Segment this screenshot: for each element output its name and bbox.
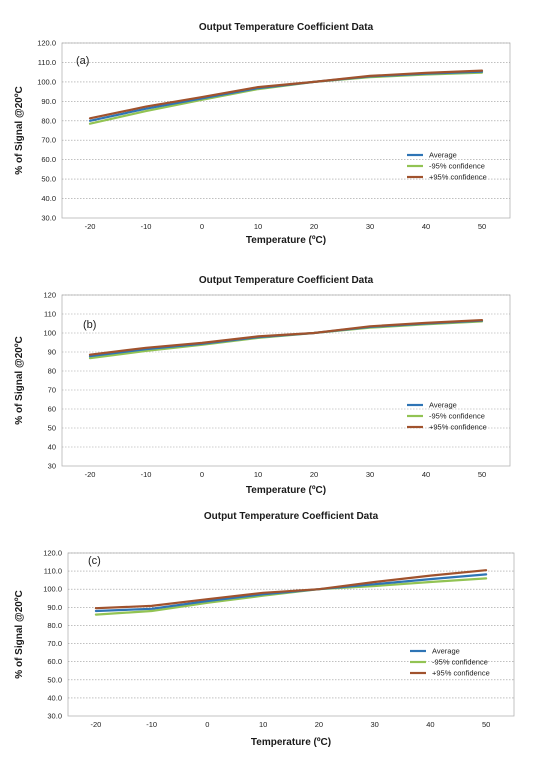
x-tick-label: 20 <box>310 470 318 479</box>
x-tick-label: 0 <box>200 470 204 479</box>
y-tick-label: 110.0 <box>38 58 56 67</box>
legend-label: +95% confidence <box>429 173 487 182</box>
temperature-chart-c: Output Temperature Coefficient Data 30.0 4… <box>14 511 515 748</box>
y-tick-label: 90 <box>48 348 56 357</box>
chart-title: Output Temperature Coefficient Data <box>199 275 374 286</box>
y-tick-label: 30.0 <box>47 712 62 721</box>
x-tick-label: 30 <box>370 720 378 729</box>
legend-label: -95% confidence <box>429 412 485 421</box>
y-tick-label: 70.0 <box>47 639 62 648</box>
x-tick-label: 50 <box>482 720 490 729</box>
y-tick-label: 50.0 <box>41 175 56 184</box>
temperature-chart-b: Output Temperature Coefficient Data 30 40 5… <box>14 275 511 496</box>
x-tick-label: 0 <box>200 222 204 231</box>
y-tick-label: 70 <box>48 386 56 395</box>
x-axis-label: Temperature (ºC) <box>251 737 331 748</box>
y-tick-label: 110 <box>44 310 56 319</box>
legend-label: -95% confidence <box>429 162 485 171</box>
legend-label: -95% confidence <box>432 658 488 667</box>
y-tick-label: 40 <box>48 443 56 452</box>
series-line-plus-95 <box>94 569 488 610</box>
y-tick-label: 40.0 <box>47 693 62 702</box>
y-tick-label: 100.0 <box>37 77 56 86</box>
x-tick-label: 10 <box>259 720 267 729</box>
plot-area <box>61 42 511 219</box>
panel-label: (a) <box>76 55 89 67</box>
chart-panel-a: Output Temperature Coefficient Data 30.0 4… <box>0 0 537 252</box>
series-line-minus-95 <box>88 71 484 125</box>
y-tick-label: 120 <box>43 291 56 300</box>
y-tick-label: 50.0 <box>47 675 62 684</box>
x-tick-label: 20 <box>315 720 323 729</box>
x-tick-label: 40 <box>426 720 434 729</box>
series-line-plus-95 <box>88 318 484 356</box>
y-tick-label: 90.0 <box>41 97 56 106</box>
x-tick-label: 30 <box>366 222 374 231</box>
legend-label: Average <box>429 151 457 160</box>
chart-panel-b: Output Temperature Coefficient Data 30 40 5… <box>0 262 537 502</box>
y-tick-label: 100.0 <box>43 585 62 594</box>
x-axis-label: Temperature (ºC) <box>246 485 326 496</box>
x-tick-label: -20 <box>90 720 101 729</box>
y-tick-label: 60.0 <box>47 657 62 666</box>
panel-label: (c) <box>88 555 101 567</box>
legend-label: Average <box>432 647 460 656</box>
y-tick-label: 50 <box>48 424 56 433</box>
series-line-average <box>88 70 484 122</box>
y-tick-label: 90.0 <box>47 603 62 612</box>
series-line-minus-95 <box>88 320 484 360</box>
y-tick-label: 120.0 <box>43 549 62 558</box>
y-tick-label: 110.0 <box>44 567 62 576</box>
x-tick-label: -20 <box>85 470 96 479</box>
x-tick-label: -20 <box>85 222 96 231</box>
y-tick-label: 80.0 <box>47 621 62 630</box>
y-axis-label: % of Signal @20ºC <box>14 336 25 424</box>
y-axis-label: % of Signal @20ºC <box>14 590 25 678</box>
x-tick-label: 10 <box>254 222 262 231</box>
panel-label: (b) <box>83 319 96 331</box>
x-tick-label: -10 <box>146 720 157 729</box>
y-tick-label: 30 <box>48 462 56 471</box>
x-tick-label: 40 <box>422 470 430 479</box>
y-tick-label: 40.0 <box>41 194 56 203</box>
y-axis-label: % of Signal @20ºC <box>14 86 25 174</box>
series-line-plus-95 <box>88 69 484 120</box>
x-tick-label: 40 <box>422 222 430 231</box>
plot-area <box>61 294 511 467</box>
chart-title: Output Temperature Coefficient Data <box>199 22 374 33</box>
legend-label: Average <box>429 401 457 410</box>
x-tick-label: 10 <box>254 470 262 479</box>
x-tick-label: -10 <box>141 222 152 231</box>
temperature-chart-a: Output Temperature Coefficient Data 30.0 4… <box>14 22 511 246</box>
y-tick-label: 60 <box>48 405 56 414</box>
chart-title: Output Temperature Coefficient Data <box>204 511 379 522</box>
y-tick-label: 60.0 <box>41 155 56 164</box>
x-tick-label: 20 <box>310 222 318 231</box>
x-axis-label: Temperature (ºC) <box>246 235 326 246</box>
x-tick-label: -10 <box>141 470 152 479</box>
y-tick-label: 100 <box>43 329 56 338</box>
legend-label: +95% confidence <box>429 423 487 432</box>
x-tick-label: 30 <box>366 470 374 479</box>
y-tick-label: 30.0 <box>41 214 56 223</box>
y-tick-label: 120.0 <box>37 39 56 48</box>
y-tick-label: 70.0 <box>41 136 56 145</box>
y-tick-label: 80 <box>48 367 56 376</box>
x-tick-label: 50 <box>478 470 486 479</box>
x-tick-label: 0 <box>205 720 209 729</box>
x-tick-label: 50 <box>478 222 486 231</box>
legend-label: +95% confidence <box>432 669 490 678</box>
y-tick-label: 80.0 <box>41 116 56 125</box>
chart-panel-c: Output Temperature Coefficient Data 30.0 4… <box>0 502 537 760</box>
